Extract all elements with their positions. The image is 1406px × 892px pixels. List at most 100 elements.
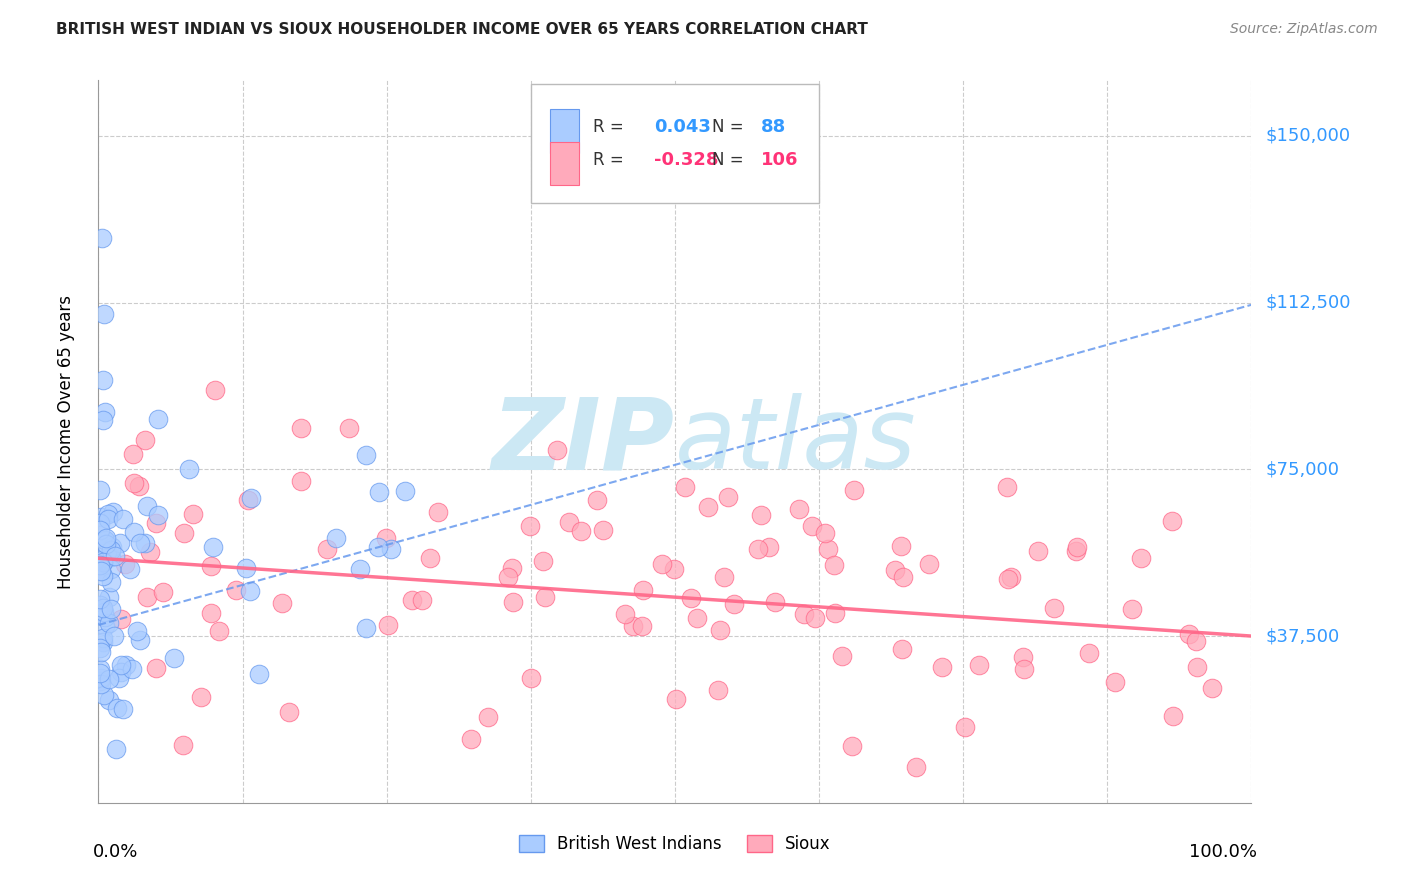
Point [426,505,449,519]
Point [124,476,146,491]
Point [103,505,125,519]
Point [134,433,156,447]
Point [713,570,735,584]
Point [1012,649,1035,664]
Point [823,558,845,572]
Point [179,462,201,476]
Point [135,590,157,604]
Text: -0.328: -0.328 [654,151,718,169]
Point [613,607,636,621]
Point [278,706,301,720]
Point [118,562,141,576]
Point [121,662,143,676]
Point [89,558,111,573]
Point [1121,601,1143,615]
Text: R =: R = [593,151,628,169]
Point [100,575,122,590]
Point [270,596,292,610]
Point [717,490,740,504]
Point [842,483,865,498]
Point [1184,633,1206,648]
Point [557,516,579,530]
Point [127,624,149,638]
Point [519,671,541,685]
Point [814,526,837,541]
Text: $150,000: $150,000 [1265,127,1350,145]
Text: N =: N = [711,151,748,169]
Point [145,516,167,531]
Point [115,658,138,673]
FancyBboxPatch shape [550,109,579,153]
Point [91,556,114,570]
Point [1064,544,1087,558]
Point [139,545,162,559]
Point [586,492,609,507]
Point [105,701,128,715]
Text: 0.0%: 0.0% [93,843,138,861]
Point [90,602,112,616]
Point [93,307,115,321]
Point [723,597,745,611]
Point [534,590,557,604]
Point [662,561,685,575]
Point [207,624,229,638]
Point [763,595,786,609]
Point [89,666,111,681]
Text: 88: 88 [762,119,786,136]
Point [1161,514,1184,528]
Point [97,508,120,522]
Point [995,479,1018,493]
Point [93,619,115,633]
Point [531,553,554,567]
Point [122,447,145,461]
Point [354,621,377,635]
Point [108,536,131,550]
Point [240,491,263,506]
Point [89,599,111,613]
Point [238,493,260,508]
Point [1130,551,1153,566]
Point [103,629,125,643]
FancyBboxPatch shape [550,142,579,185]
Point [824,607,846,621]
Point [967,657,990,672]
Point [89,523,111,537]
Point [890,540,912,554]
Point [200,606,222,620]
Point [134,536,156,550]
Point [100,540,122,554]
Point [747,542,769,557]
Point [239,584,262,599]
Point [631,619,654,633]
Point [89,516,111,531]
Legend: British West Indians, Sioux: British West Indians, Sioux [512,828,838,860]
Point [377,618,399,632]
Point [817,541,839,556]
Text: 106: 106 [762,151,799,169]
Point [787,502,810,516]
Point [1163,708,1185,723]
Point [401,593,423,607]
Text: 100.0%: 100.0% [1189,843,1257,861]
Point [356,448,378,462]
Text: Source: ZipAtlas.com: Source: ZipAtlas.com [1230,22,1378,37]
Point [804,611,827,625]
Point [247,666,270,681]
Point [235,561,257,575]
Point [686,611,709,625]
Point [163,650,186,665]
Point [758,540,780,554]
Point [128,535,150,549]
Point [111,512,134,526]
Point [498,570,520,584]
Point [569,524,592,538]
Point [93,688,115,702]
Point [1066,541,1088,555]
Point [841,739,863,753]
Point [90,671,112,685]
Point [1201,681,1223,696]
Point [145,661,167,675]
Point [100,550,122,565]
Point [997,572,1019,586]
Point [93,601,115,615]
